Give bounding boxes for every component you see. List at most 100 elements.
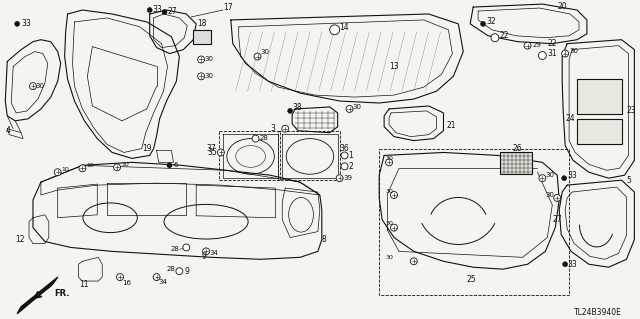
Text: 4: 4 [5, 126, 10, 135]
Text: 38: 38 [292, 103, 302, 113]
Text: TL24B3940E: TL24B3940E [573, 308, 621, 317]
Circle shape [167, 163, 172, 168]
Circle shape [538, 52, 547, 59]
Text: 23: 23 [627, 107, 636, 115]
Circle shape [183, 244, 190, 251]
Circle shape [147, 8, 152, 12]
Text: 29: 29 [532, 42, 541, 48]
Text: 33: 33 [567, 260, 577, 269]
Text: 34: 34 [209, 250, 218, 256]
Circle shape [386, 159, 392, 166]
Text: 22: 22 [500, 31, 509, 40]
Text: 14: 14 [340, 23, 349, 32]
Circle shape [341, 163, 348, 170]
Circle shape [252, 135, 259, 142]
Text: 10: 10 [86, 163, 94, 168]
Text: 30: 30 [385, 156, 393, 161]
Text: 33: 33 [567, 171, 577, 180]
Text: 9: 9 [184, 267, 189, 276]
Text: 35: 35 [207, 148, 217, 157]
Circle shape [198, 73, 205, 80]
Text: 26: 26 [513, 144, 522, 153]
Circle shape [346, 106, 353, 112]
Text: 28: 28 [170, 246, 179, 252]
Circle shape [79, 165, 86, 172]
Text: 10: 10 [61, 167, 69, 172]
Text: 32: 32 [486, 18, 495, 26]
Circle shape [218, 149, 225, 156]
Bar [193, 30, 211, 44]
Text: 37: 37 [206, 144, 216, 153]
Circle shape [288, 108, 292, 113]
Text: 30: 30 [260, 48, 269, 55]
Circle shape [254, 53, 261, 60]
Circle shape [176, 268, 183, 275]
Circle shape [410, 258, 417, 265]
Circle shape [153, 274, 160, 281]
Text: 30: 30 [35, 83, 44, 89]
Text: 36: 36 [340, 144, 349, 153]
Text: 2: 2 [349, 162, 353, 171]
Circle shape [282, 125, 289, 132]
Circle shape [54, 169, 61, 176]
Circle shape [15, 21, 20, 26]
Text: 1: 1 [349, 151, 353, 160]
Circle shape [162, 10, 167, 14]
Circle shape [562, 50, 568, 57]
Text: 30: 30 [385, 189, 393, 194]
Text: 27: 27 [168, 6, 177, 16]
Circle shape [554, 195, 561, 201]
Bar [219, 131, 280, 180]
Circle shape [524, 42, 531, 49]
Text: 39: 39 [344, 175, 353, 181]
Text: 30: 30 [545, 192, 554, 198]
Text: 27: 27 [552, 215, 562, 224]
Text: 13: 13 [389, 62, 399, 71]
Text: 3: 3 [271, 124, 275, 133]
Text: 21: 21 [447, 121, 456, 130]
Text: 25: 25 [466, 275, 476, 284]
Bar [379, 149, 569, 295]
Circle shape [491, 34, 499, 42]
Circle shape [198, 56, 205, 63]
Text: 16: 16 [122, 280, 131, 286]
Text: 30: 30 [385, 255, 393, 260]
Circle shape [336, 175, 343, 182]
Circle shape [390, 191, 397, 198]
Text: 9: 9 [201, 252, 206, 261]
Text: 20: 20 [557, 2, 567, 11]
Circle shape [562, 176, 566, 181]
Text: 30: 30 [569, 48, 578, 54]
Text: 12: 12 [15, 235, 25, 244]
Text: 8: 8 [322, 235, 326, 244]
Text: 34: 34 [159, 279, 168, 285]
Text: 18: 18 [197, 19, 207, 28]
Text: 30: 30 [204, 73, 213, 79]
Text: 33: 33 [153, 4, 163, 13]
Bar [500, 152, 531, 174]
Circle shape [330, 25, 340, 35]
Text: FR.: FR. [55, 289, 70, 298]
Circle shape [116, 274, 124, 281]
Circle shape [29, 83, 36, 90]
Circle shape [563, 262, 568, 267]
Text: 6: 6 [173, 162, 178, 168]
Text: 30: 30 [204, 56, 213, 63]
Bar [577, 79, 621, 114]
Text: 5: 5 [627, 176, 631, 185]
Circle shape [390, 224, 397, 231]
Text: 10: 10 [121, 162, 129, 167]
Circle shape [203, 248, 209, 255]
Text: 30: 30 [385, 221, 393, 226]
Text: 19: 19 [142, 144, 152, 153]
Bar [577, 119, 621, 144]
Text: 28: 28 [166, 266, 175, 272]
Text: 28: 28 [259, 135, 268, 141]
Circle shape [113, 164, 120, 171]
Bar [278, 131, 340, 180]
Text: 22: 22 [548, 39, 557, 48]
Text: 33: 33 [21, 19, 31, 28]
Text: 17: 17 [223, 3, 232, 11]
Text: 31: 31 [547, 49, 557, 58]
Circle shape [539, 175, 546, 182]
